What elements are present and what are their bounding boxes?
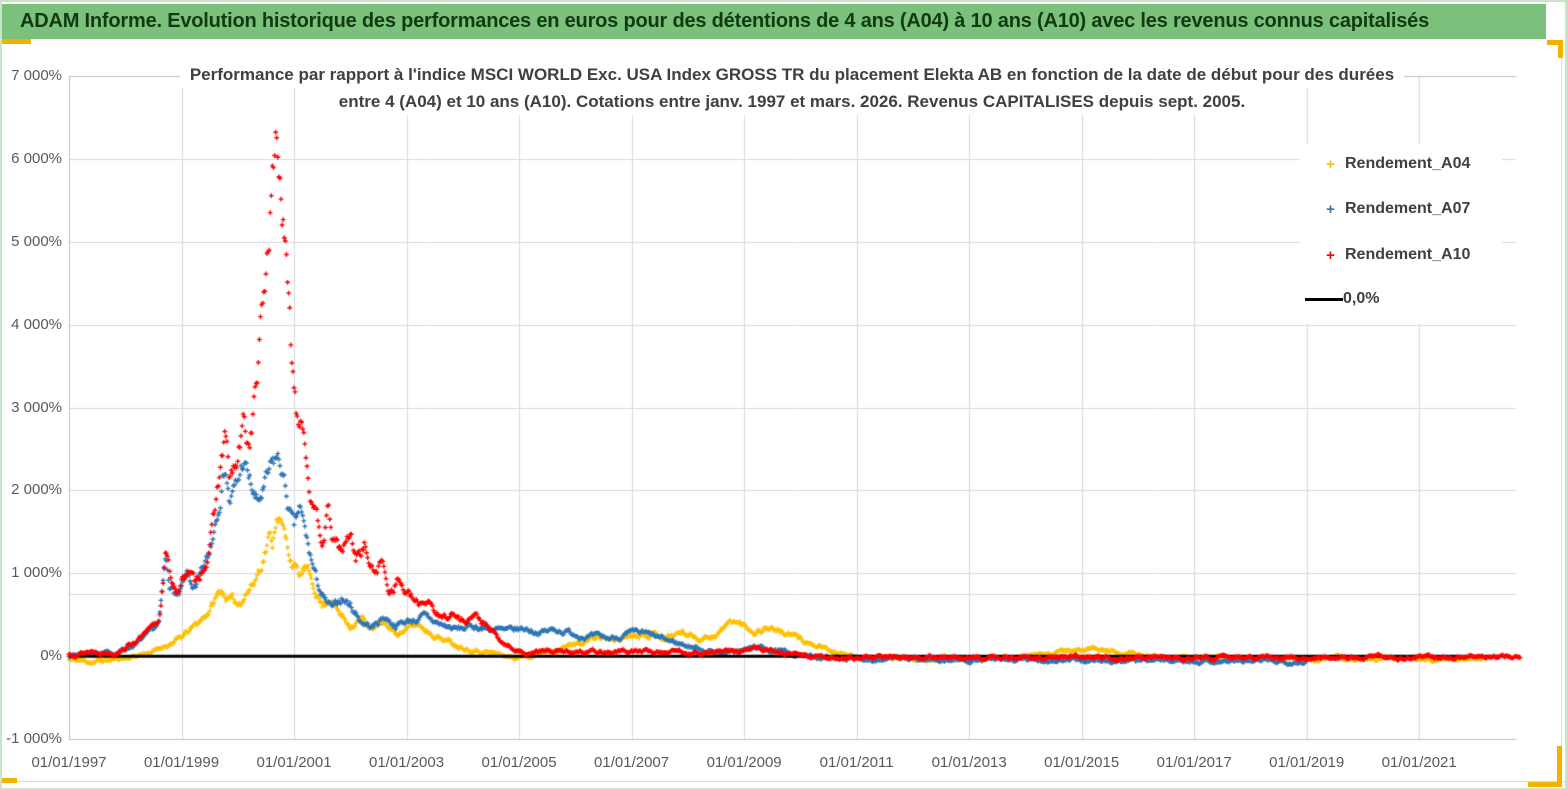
x-axis-tick-label: 01/01/2005 (481, 754, 557, 771)
y-axis-tick-label: 0% (40, 647, 62, 665)
plus-marker-icon: + (1326, 246, 1335, 264)
legend-label: 0,0% (1343, 290, 1380, 307)
y-axis-tick-label: 7 000% (11, 67, 62, 84)
x-axis-tick-label: 01/01/2021 (1381, 754, 1457, 771)
x-axis-tick-label: 01/01/2007 (594, 754, 670, 771)
legend-label: Rendement_A10 (1345, 246, 1471, 263)
x-axis-tick-label: 01/01/2003 (369, 754, 445, 771)
legend: + Rendement_A04 + Rendement_A07 + Rendem… (1300, 144, 1502, 324)
plus-marker-icon: + (1326, 200, 1335, 218)
cell-border-bottom (2, 781, 1565, 782)
y-axis-tick-label: 2 000% (11, 481, 62, 499)
legend-item-rendement-a07[interactable]: + Rendement_A07 (1300, 196, 1470, 222)
y-axis-tick-label: 3 000% (11, 398, 62, 416)
chart-title-line2: entre 4 (A04) et 10 ans (A10). Cotations… (328, 88, 1256, 115)
y-axis-tick-label: 5 000% (11, 232, 62, 250)
x-axis-tick-label: 01/01/2013 (931, 754, 1007, 771)
y-axis-tick-label: 1 000% (11, 564, 62, 582)
selection-handle-top-left[interactable] (2, 39, 31, 44)
plus-marker-icon: + (1326, 155, 1335, 173)
legend-label: Rendement_A07 (1345, 200, 1471, 217)
header-bar[interactable]: ADAM Informe. Evolution historique des p… (2, 4, 1546, 39)
header-title: ADAM Informe. Evolution historique des p… (20, 10, 1429, 32)
x-axis-tick-label: 01/01/2001 (256, 754, 332, 771)
cell-border-right (1561, 40, 1562, 788)
x-axis-tick-label: 01/01/2019 (1269, 754, 1345, 771)
x-axis-tick-label: 01/01/1999 (143, 754, 220, 771)
legend-label: Rendement_A04 (1345, 155, 1471, 172)
x-axis-tick-label: 01/01/2011 (819, 754, 894, 771)
legend-item-zero-line[interactable]: 0,0% (1300, 286, 1379, 312)
chart-title-line1: Performance par rapport à l'indice MSCI … (179, 61, 1405, 88)
x-axis-tick-label: 01/01/1997 (31, 754, 107, 771)
selection-handle-bottom-right[interactable] (1528, 746, 1562, 787)
legend-item-rendement-a10[interactable]: + Rendement_A10 (1300, 242, 1470, 268)
zero-line-icon (1305, 297, 1343, 301)
chart-title: Performance par rapport à l'indice MSCI … (102, 61, 1482, 115)
x-axis-tick-label: 01/01/2017 (1156, 754, 1232, 771)
selection-handle-bottom-left[interactable] (2, 778, 17, 783)
y-axis-tick-label: 4 000% (11, 315, 62, 333)
y-axis-tick-label: 6 000% (11, 149, 62, 167)
legend-item-rendement-a04[interactable]: + Rendement_A04 (1300, 151, 1470, 177)
selection-handle-top-right[interactable] (1547, 40, 1563, 58)
x-axis-tick-label: 01/01/2009 (706, 754, 782, 771)
y-axis-tick-label: -1 000% (6, 730, 62, 747)
x-axis-tick-label: 01/01/2015 (1044, 754, 1120, 771)
